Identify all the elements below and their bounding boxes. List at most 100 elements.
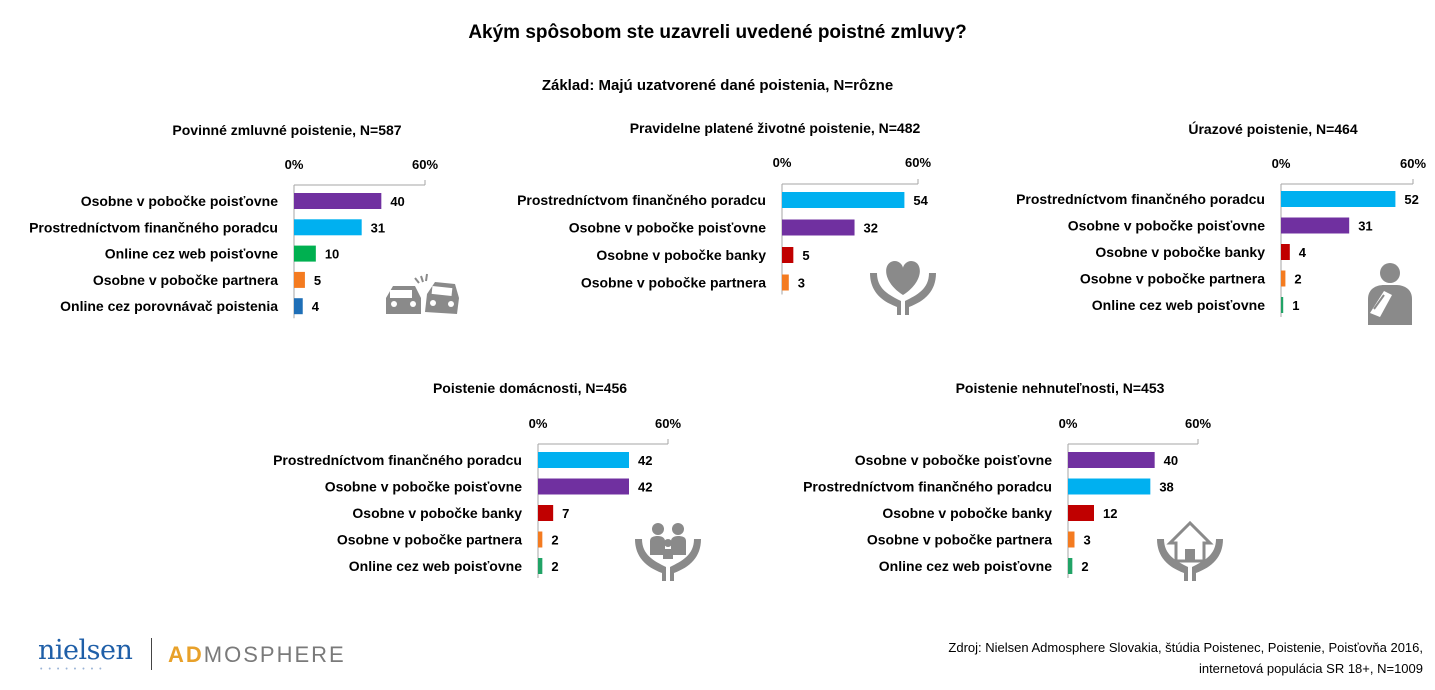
x-tick-label: 0%: [1059, 416, 1078, 431]
data-label: 52: [1404, 192, 1418, 207]
data-label: 3: [1084, 533, 1091, 548]
data-label: 4: [312, 299, 320, 314]
bar: [538, 452, 629, 468]
bar: [1281, 270, 1286, 287]
category-label: Osobne v pobočke partnera: [337, 532, 522, 548]
category-label: Prostredníctvom finančného poradcu: [803, 479, 1052, 495]
category-label: Osobne v pobočke banky: [1095, 244, 1265, 260]
data-label: 5: [802, 248, 809, 263]
chart-1: Povinné zmluvné poistenie, N=587 0% 60% Oso…: [29, 122, 438, 319]
chart-5: Poistenie nehnuteľnosti, N=453 0% 60% Osobn…: [803, 380, 1211, 578]
data-label: 2: [551, 559, 558, 574]
data-label: 54: [913, 193, 928, 208]
data-label: 7: [562, 506, 569, 521]
category-label: Osobne v pobočke partnera: [867, 532, 1052, 548]
bar: [538, 558, 543, 574]
x-tick-label: 0%: [529, 416, 548, 431]
chart-title: Povinné zmluvné poistenie, N=587: [172, 122, 401, 138]
x-tick-label: 60%: [1400, 156, 1426, 171]
bar: [1281, 244, 1290, 260]
data-label: 31: [1358, 219, 1372, 234]
bar: [1068, 531, 1075, 548]
category-label: Prostredníctvom finančného poradcu: [1016, 191, 1265, 207]
car-crash-icon: [386, 273, 459, 314]
data-label: 42: [638, 453, 652, 468]
category-label: Osobne v pobočke poisťovne: [855, 452, 1053, 468]
chart-title: Poistenie domácnosti, N=456: [433, 380, 627, 396]
bar: [294, 271, 305, 288]
bar: [1068, 452, 1155, 468]
category-label: Online cez web poisťovne: [1092, 297, 1265, 313]
data-label: 1: [1292, 298, 1299, 313]
heart-in-hands-icon: [870, 261, 936, 315]
x-tick-label: 60%: [412, 157, 438, 172]
data-label: 40: [1164, 453, 1178, 468]
category-label: Online cez web poisťovne: [349, 558, 522, 574]
category-label: Online cez porovnávač poistenia: [60, 298, 278, 314]
category-label: Prostredníctvom finančného poradcu: [29, 219, 278, 235]
page-subtitle: Základ: Majú uzatvorené dané poistenia, …: [541, 77, 894, 94]
chart-title: Poistenie nehnuteľnosti, N=453: [956, 380, 1165, 396]
category-label: Osobne v pobočke poisťovne: [325, 479, 523, 495]
bar: [782, 274, 789, 291]
category-label: Osobne v pobočke poisťovne: [569, 220, 767, 236]
x-tick-label: 0%: [1272, 156, 1291, 171]
category-label: Online cez web poisťovne: [879, 558, 1052, 574]
data-label: 5: [314, 273, 321, 288]
source-line-2: internetová populácia SR 18+, N=1009: [1198, 661, 1423, 676]
source-line-1: Zdroj: Nielsen Admosphere Slovakia, štúd…: [948, 640, 1423, 655]
category-label: Online cez web poisťovne: [105, 246, 278, 262]
bar: [1281, 191, 1396, 207]
category-label: Prostredníctvom finančného poradcu: [273, 452, 522, 468]
category-label: Osobne v pobočke partnera: [581, 275, 766, 291]
category-label: Osobne v pobočke partnera: [1080, 271, 1265, 287]
data-label: 32: [864, 221, 878, 236]
chart-4: Poistenie domácnosti, N=456 0% 60% Prostred…: [273, 380, 681, 578]
x-tick-label: 0%: [285, 157, 304, 172]
nielsen-logo-text: nielsen: [38, 635, 133, 666]
data-label: 10: [325, 247, 339, 262]
x-tick-label: 0%: [773, 155, 792, 170]
data-label: 2: [1294, 272, 1301, 287]
nielsen-logo-dots: ••••••••: [40, 666, 108, 673]
category-label: Osobne v pobočke poisťovne: [1068, 218, 1266, 234]
logo-separator: [151, 638, 152, 670]
chart-title: Úrazové poistenie, N=464: [1188, 120, 1357, 137]
category-label: Prostredníctvom finančného poradcu: [517, 192, 766, 208]
bar: [538, 478, 629, 495]
bar: [1068, 478, 1151, 495]
bar: [1068, 505, 1094, 521]
admosphere-logo: ADMOSPHERE: [168, 642, 346, 668]
chart-2: Pravidelne platené životné poistenie, N=…: [517, 120, 931, 295]
category-label: Osobne v pobočke poisťovne: [81, 193, 279, 209]
data-label: 31: [371, 220, 385, 235]
category-label: Osobne v pobočke banky: [352, 505, 522, 521]
bar: [538, 531, 543, 548]
data-label: 2: [551, 533, 558, 548]
bar: [1281, 297, 1284, 313]
data-label: 2: [1081, 559, 1088, 574]
bar: [782, 219, 855, 236]
bar: [294, 298, 303, 315]
house-in-hands-icon: [1157, 520, 1223, 581]
data-label: 12: [1103, 506, 1117, 521]
data-label: 38: [1159, 480, 1173, 495]
chart-title: Pravidelne platené životné poistenie, N=…: [630, 120, 921, 136]
data-label: 4: [1299, 245, 1307, 260]
injured-person-icon: [1368, 263, 1412, 325]
x-tick-label: 60%: [1185, 416, 1211, 431]
bar: [538, 505, 554, 521]
category-label: Osobne v pobočke banky: [882, 505, 1052, 521]
category-label: Osobne v pobočke banky: [596, 247, 766, 263]
page-title: Akým spôsobom ste uzavreli uvedené poist…: [468, 22, 967, 43]
bar: [294, 219, 362, 236]
bar: [1281, 217, 1350, 234]
admosphere-logo-mosphere: MOSPHERE: [203, 642, 346, 667]
data-label: 42: [638, 480, 652, 495]
bar: [1068, 558, 1073, 574]
data-label: 40: [390, 194, 404, 209]
bar: [294, 193, 382, 209]
bar: [782, 247, 794, 263]
data-label: 3: [798, 276, 805, 291]
